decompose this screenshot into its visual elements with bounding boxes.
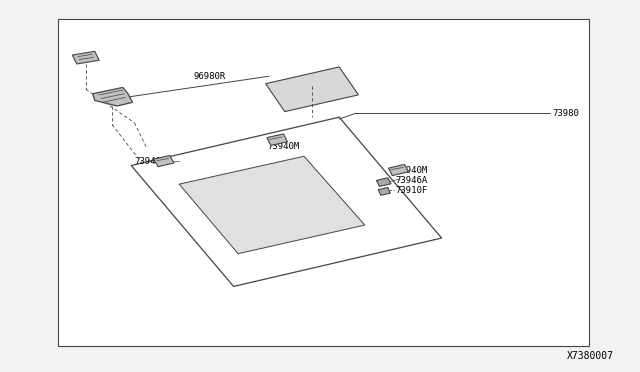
Polygon shape [72, 51, 99, 64]
Text: X7380007: X7380007 [568, 351, 614, 361]
Text: 73940M: 73940M [268, 142, 300, 151]
Polygon shape [266, 67, 358, 112]
Bar [58, 19, 589, 346]
Text: 73940M: 73940M [395, 166, 427, 174]
Polygon shape [93, 87, 132, 106]
Text: 73946A: 73946A [395, 176, 427, 185]
Polygon shape [154, 155, 174, 167]
Polygon shape [179, 156, 365, 254]
Polygon shape [376, 178, 391, 186]
Polygon shape [267, 134, 287, 145]
Polygon shape [378, 187, 390, 195]
Polygon shape [388, 164, 408, 176]
Text: 73910F: 73910F [395, 186, 427, 195]
Polygon shape [131, 117, 442, 286]
Text: 96980R: 96980R [193, 72, 225, 81]
Text: 73940M: 73940M [134, 157, 166, 166]
Text: 73980: 73980 [552, 109, 579, 118]
